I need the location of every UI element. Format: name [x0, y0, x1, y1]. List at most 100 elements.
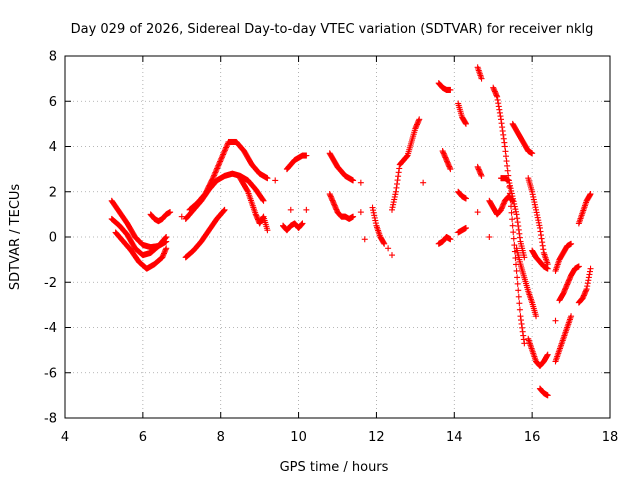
- data-point: [535, 219, 542, 226]
- data-point: [440, 149, 447, 156]
- data-point: [217, 157, 224, 164]
- data-point: [585, 274, 592, 281]
- x-tick-label: 6: [139, 430, 147, 445]
- data-point: [446, 163, 453, 170]
- data-point: [299, 220, 306, 227]
- data-point: [371, 212, 378, 219]
- data-point: [580, 293, 587, 300]
- y-tick-label: -8: [44, 412, 57, 427]
- data-point: [403, 153, 410, 160]
- data-point: [218, 154, 225, 161]
- data-point: [389, 206, 395, 213]
- data-point: [478, 172, 485, 179]
- data-point: [498, 205, 505, 212]
- data-point: [544, 351, 551, 358]
- data-point: [564, 280, 571, 287]
- data-point: [332, 203, 339, 210]
- data-point: [507, 185, 514, 192]
- data-point: [475, 165, 482, 172]
- data-point: [518, 317, 525, 324]
- data-point: [330, 200, 337, 207]
- data-point: [254, 215, 261, 222]
- data-point: [518, 320, 525, 327]
- data-point: [566, 276, 573, 283]
- data-point: [160, 250, 167, 257]
- data-point: [514, 219, 521, 226]
- data-point: [519, 324, 526, 331]
- y-tick-label: 2: [49, 185, 57, 200]
- data-point: [253, 213, 260, 220]
- data-point: [209, 175, 216, 182]
- data-point: [566, 275, 573, 282]
- data-point: [530, 193, 537, 200]
- data-point: [163, 234, 170, 240]
- data-point: [214, 164, 221, 171]
- data-point: [512, 255, 519, 262]
- data-point: [520, 336, 527, 343]
- data-point: [565, 278, 572, 285]
- data-point: [494, 93, 501, 100]
- data-point: [220, 208, 227, 215]
- data-point: [475, 166, 482, 173]
- data-point: [512, 206, 519, 213]
- data-point: [529, 188, 536, 195]
- data-point: [218, 155, 225, 162]
- data-point: [492, 89, 499, 96]
- data-point: [503, 153, 510, 160]
- data-point: [502, 148, 509, 155]
- data-point: [514, 274, 521, 281]
- data-point: [420, 179, 427, 186]
- data-point: [544, 265, 551, 272]
- data-point: [392, 188, 399, 195]
- data-point: [515, 293, 522, 300]
- y-axis-ticks: -8 -6 -4 -2 0 2 4 6 8: [44, 50, 610, 427]
- data-points: [108, 64, 594, 399]
- data-point: [584, 280, 591, 287]
- data-point: [511, 242, 518, 249]
- data-point: [508, 190, 515, 197]
- data-point: [162, 246, 169, 253]
- data-point: [508, 187, 515, 194]
- data-point: [536, 224, 543, 231]
- data-point: [564, 281, 571, 288]
- data-point: [516, 300, 523, 307]
- data-point: [391, 196, 398, 203]
- x-tick-label: 12: [368, 430, 385, 445]
- data-point: [495, 103, 502, 110]
- data-point: [441, 153, 448, 160]
- data-point: [492, 91, 499, 98]
- data-point: [392, 191, 399, 198]
- data-point: [533, 313, 540, 320]
- data-point: [509, 193, 516, 200]
- data-point: [222, 145, 229, 152]
- data-point: [537, 228, 544, 235]
- data-point: [370, 209, 377, 216]
- data-point: [446, 164, 453, 171]
- data-point: [287, 206, 294, 213]
- data-point: [447, 86, 454, 93]
- data-point: [501, 139, 508, 146]
- data-point: [520, 332, 527, 339]
- data-point: [333, 206, 340, 213]
- data-point: [562, 285, 569, 292]
- data-point: [162, 235, 169, 242]
- data-point: [163, 245, 170, 252]
- data-point: [477, 170, 484, 177]
- data-point: [159, 254, 166, 261]
- data-point: [581, 289, 588, 296]
- data-point: [516, 306, 523, 313]
- data-point: [539, 242, 546, 249]
- data-point: [303, 152, 310, 159]
- data-point: [508, 209, 515, 216]
- data-point: [490, 85, 497, 92]
- data-point: [530, 196, 537, 203]
- data-point: [212, 169, 219, 176]
- y-tick-label: 6: [49, 95, 57, 110]
- data-point: [538, 232, 545, 239]
- data-point: [561, 287, 568, 294]
- data-point: [495, 100, 502, 107]
- data-point: [513, 211, 520, 218]
- data-point: [510, 235, 517, 242]
- data-point: [498, 116, 504, 123]
- data-point: [500, 200, 507, 207]
